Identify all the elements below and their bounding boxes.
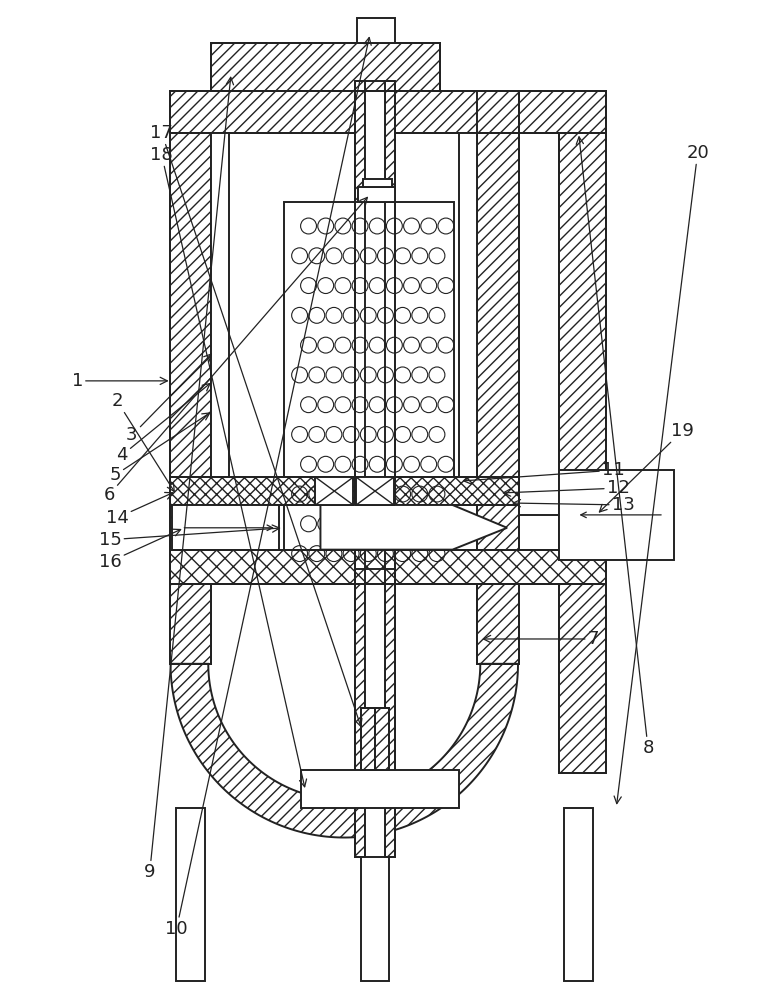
Polygon shape xyxy=(170,664,518,838)
Bar xyxy=(170,550,212,664)
Text: 8: 8 xyxy=(576,137,654,757)
Bar xyxy=(170,584,212,664)
Bar xyxy=(300,770,459,808)
Bar xyxy=(170,133,212,664)
Bar xyxy=(564,808,594,981)
Text: 20: 20 xyxy=(614,144,709,804)
Text: 11: 11 xyxy=(464,461,625,484)
Text: 19: 19 xyxy=(600,422,694,512)
Bar xyxy=(212,133,478,664)
Bar xyxy=(170,550,607,584)
Bar xyxy=(358,18,395,43)
Text: 6: 6 xyxy=(103,197,367,504)
Text: 17: 17 xyxy=(151,124,362,726)
Bar xyxy=(356,477,394,505)
Bar xyxy=(363,179,392,187)
Bar xyxy=(478,91,607,133)
Bar xyxy=(212,43,439,91)
Bar xyxy=(459,133,478,500)
Bar xyxy=(478,550,519,664)
Text: 3: 3 xyxy=(126,354,212,444)
Bar xyxy=(355,81,365,857)
Text: 4: 4 xyxy=(116,384,210,464)
Bar xyxy=(385,81,395,857)
Text: 13: 13 xyxy=(513,496,635,514)
Bar xyxy=(478,133,519,664)
Bar xyxy=(170,91,519,133)
Bar xyxy=(176,808,206,981)
Text: 16: 16 xyxy=(99,529,180,571)
Text: 2: 2 xyxy=(112,392,174,492)
Bar xyxy=(365,81,385,857)
Bar xyxy=(316,477,353,505)
Bar xyxy=(212,43,439,91)
Bar xyxy=(212,133,229,500)
Bar xyxy=(355,81,365,857)
Bar xyxy=(375,708,389,770)
Bar xyxy=(558,470,674,560)
Bar xyxy=(170,477,519,505)
Bar xyxy=(170,133,212,664)
Bar xyxy=(170,91,519,133)
Bar xyxy=(170,550,607,584)
Text: 7: 7 xyxy=(484,630,599,648)
Bar xyxy=(283,202,455,569)
Text: 18: 18 xyxy=(151,146,306,787)
Bar xyxy=(361,818,389,981)
Bar xyxy=(170,477,519,505)
Bar xyxy=(361,708,375,770)
Text: 9: 9 xyxy=(144,77,234,881)
Bar xyxy=(478,584,519,664)
Bar xyxy=(172,505,279,550)
Text: 1: 1 xyxy=(72,372,167,390)
Bar xyxy=(478,133,519,664)
Bar xyxy=(375,708,389,770)
Text: 15: 15 xyxy=(99,525,280,549)
Bar xyxy=(558,133,607,773)
Polygon shape xyxy=(320,505,507,550)
Bar xyxy=(478,91,607,133)
Bar xyxy=(358,187,395,202)
Bar xyxy=(558,133,607,773)
Bar xyxy=(361,708,375,770)
Text: 10: 10 xyxy=(165,37,371,938)
Text: 12: 12 xyxy=(503,479,630,497)
Text: 5: 5 xyxy=(109,413,210,484)
Bar xyxy=(385,81,395,857)
Text: 14: 14 xyxy=(105,492,173,527)
